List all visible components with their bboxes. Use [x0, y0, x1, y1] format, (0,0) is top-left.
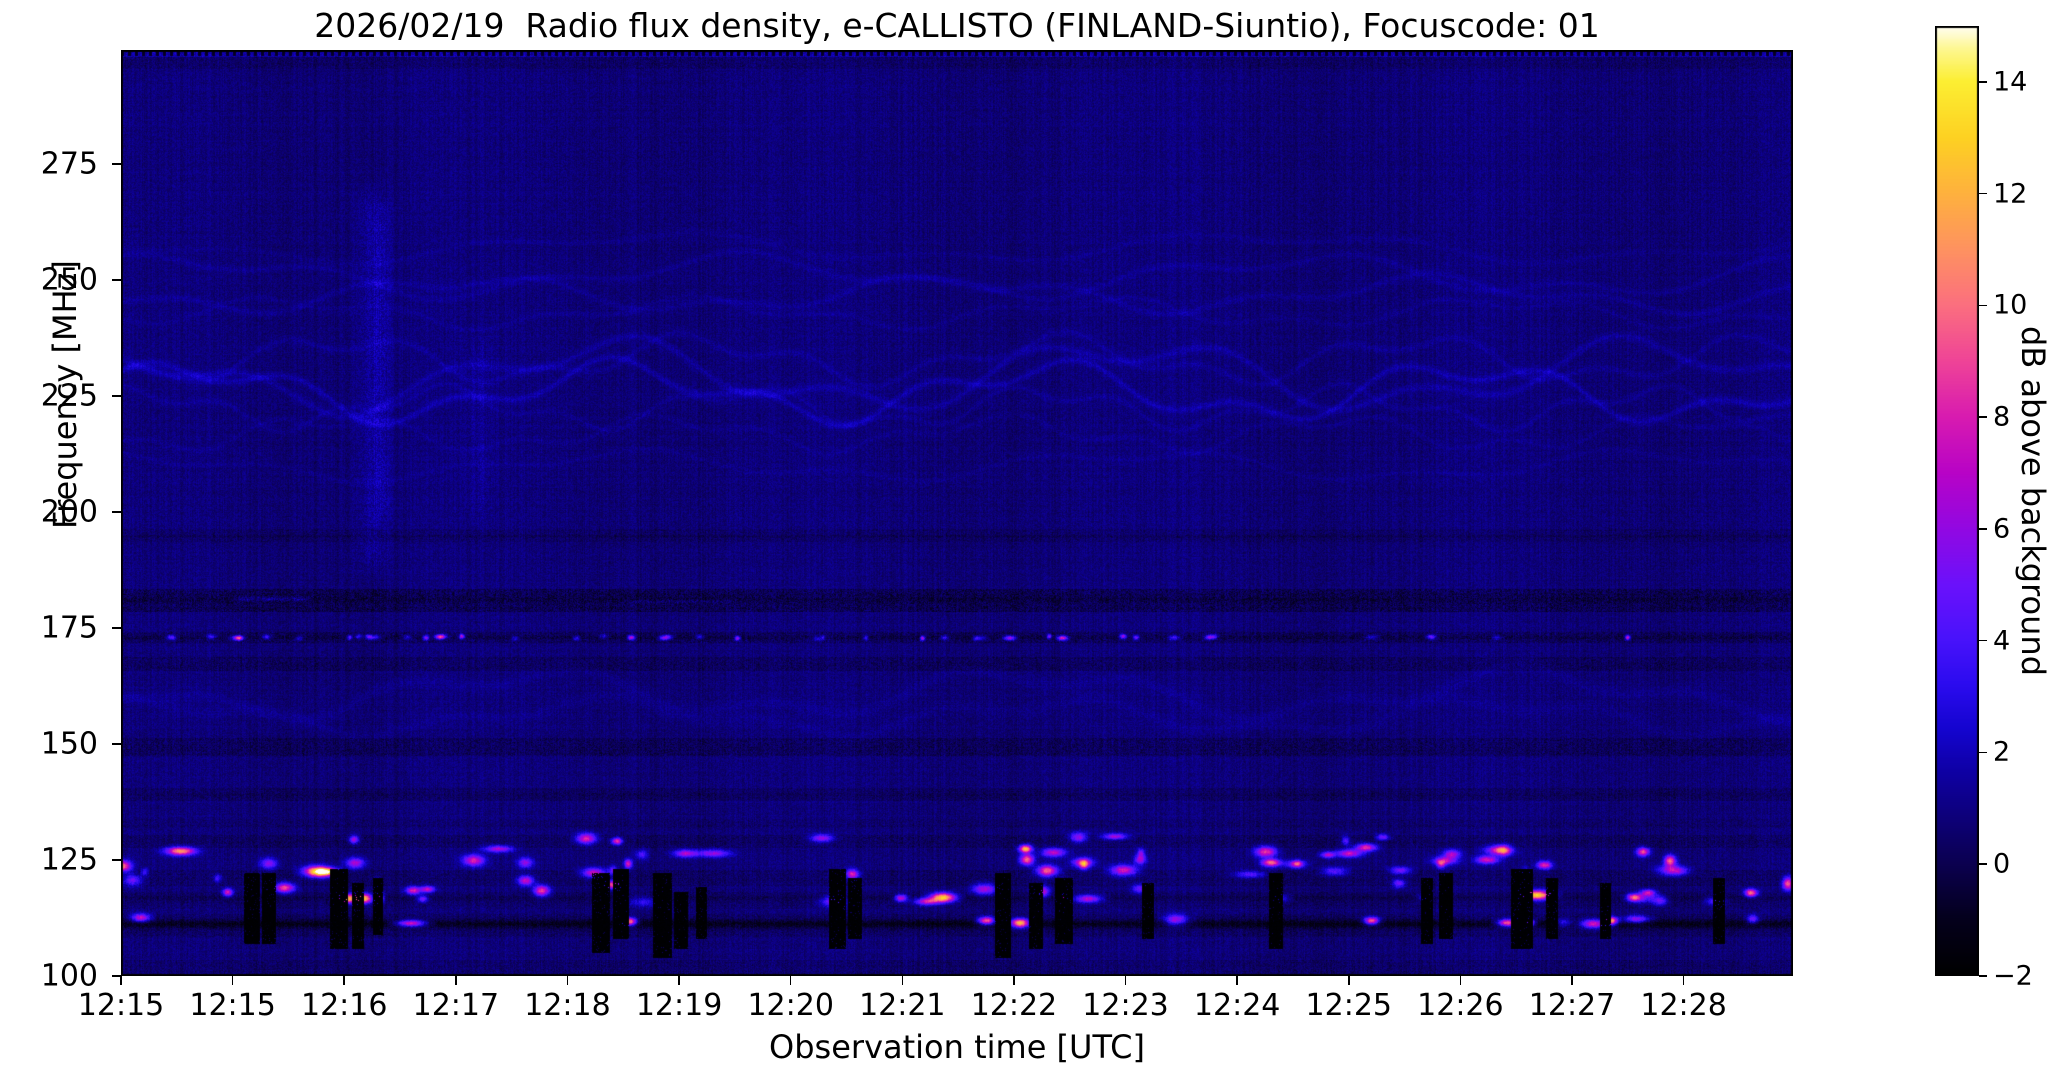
- x-tick-mark: [789, 976, 792, 985]
- y-tick-mark: [112, 511, 121, 513]
- x-tick-label: 12:18: [524, 988, 611, 1023]
- colorbar-tick-label: 10: [1993, 289, 2028, 321]
- colorbar-tick-mark: [1979, 975, 1987, 977]
- y-tick-label: 175: [40, 610, 98, 646]
- x-tick-label: 12:24: [1193, 988, 1281, 1023]
- colorbar-tick-mark: [1979, 304, 1987, 307]
- x-tick-mark: [120, 976, 122, 985]
- y-tick-label: 125: [40, 842, 98, 878]
- colorbar-tick-mark: [1979, 192, 1987, 195]
- colorbar-tick-mark: [1979, 81, 1987, 83]
- colorbar-tick-label: −2: [1993, 960, 2033, 992]
- colorbar-tick-mark: [1979, 416, 1987, 418]
- figure-title: 2026/02/19 Radio flux density, e-CALLIST…: [314, 6, 1600, 45]
- x-tick-mark: [1347, 976, 1350, 985]
- x-tick-label: 12:19: [635, 988, 723, 1023]
- x-tick-mark: [455, 976, 457, 985]
- colorbar-tick-label: 14: [1993, 66, 2028, 98]
- colorbar-tick-label: 6: [1993, 513, 2011, 545]
- y-tick-label: 150: [40, 726, 98, 762]
- x-tick-label: 12:15: [77, 988, 165, 1023]
- x-tick-mark: [678, 976, 680, 985]
- y-tick-mark: [112, 975, 121, 977]
- colorbar-tick-label: 4: [1993, 625, 2011, 657]
- x-tick-label: 12:25: [1305, 988, 1392, 1023]
- x-tick-label: 12:20: [747, 988, 834, 1023]
- x-tick-mark: [1571, 976, 1573, 985]
- y-tick-mark: [112, 743, 121, 745]
- x-tick-label: 12:27: [1528, 988, 1616, 1023]
- y-tick-mark: [112, 627, 121, 629]
- colorbar-tick-label: 8: [1993, 401, 2011, 433]
- x-tick-mark: [231, 976, 234, 985]
- y-tick-label: 100: [40, 958, 98, 994]
- x-tick-mark: [343, 976, 346, 985]
- x-tick-label: 12:26: [1417, 988, 1504, 1023]
- colorbar-tick-mark: [1979, 639, 1987, 642]
- spectrogram-heatmap: [121, 50, 1793, 976]
- x-tick-label: 12:22: [970, 988, 1058, 1023]
- x-tick-mark: [1124, 976, 1127, 985]
- x-tick-mark: [1013, 976, 1015, 985]
- y-tick-mark: [112, 394, 121, 397]
- x-tick-mark: [1236, 976, 1238, 985]
- x-axis-label: Observation time [UTC]: [769, 1028, 1145, 1066]
- x-tick-label: 12:17: [412, 988, 500, 1023]
- x-tick-mark: [566, 976, 569, 985]
- x-tick-mark: [901, 976, 904, 985]
- x-tick-mark: [1682, 976, 1685, 985]
- y-tick-mark: [112, 278, 121, 281]
- x-tick-label: 12:21: [859, 988, 946, 1023]
- colorbar-tick-mark: [1979, 863, 1987, 866]
- y-tick-label: 250: [40, 262, 98, 298]
- y-tick-label: 200: [40, 494, 98, 530]
- colorbar: [1935, 26, 1979, 976]
- y-tick-label: 275: [40, 146, 98, 182]
- x-tick-label: 12:15: [189, 988, 276, 1023]
- y-tick-mark: [112, 859, 121, 861]
- colorbar-tick-label: 12: [1993, 178, 2028, 210]
- colorbar-tick-mark: [1979, 751, 1987, 754]
- y-tick-label: 225: [40, 378, 98, 414]
- y-tick-mark: [112, 162, 121, 165]
- colorbar-label: dB above background: [2014, 326, 2052, 676]
- x-tick-label: 12:28: [1640, 988, 1727, 1023]
- colorbar-tick-mark: [1979, 528, 1987, 530]
- x-tick-label: 12:16: [300, 988, 388, 1023]
- x-tick-mark: [1459, 976, 1462, 985]
- x-tick-label: 12:23: [1082, 988, 1169, 1023]
- colorbar-tick-label: 2: [1993, 736, 2011, 768]
- colorbar-tick-label: 0: [1993, 848, 2011, 880]
